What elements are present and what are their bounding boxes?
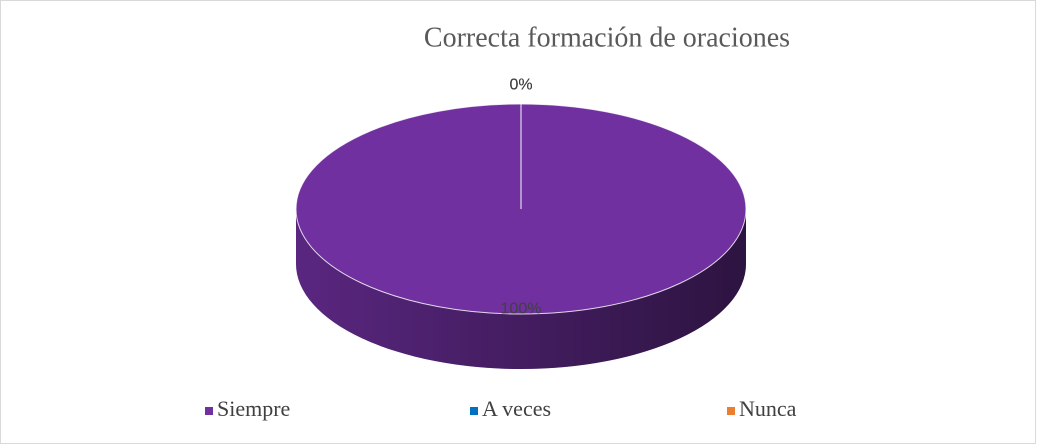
- legend-label: Nunca: [739, 396, 797, 421]
- data-label: 0%: [509, 76, 532, 93]
- slice-side-shade: [296, 209, 746, 369]
- chart-title: Correcta formación de oraciones: [424, 22, 790, 53]
- legend-swatch: [727, 407, 735, 415]
- legend-label: A veces: [482, 396, 551, 421]
- legend-swatch: [470, 407, 478, 415]
- data-label: 0%: [509, 76, 532, 93]
- legend-label: Siempre: [217, 396, 290, 421]
- data-label: 100%: [501, 301, 542, 318]
- legend-swatch: [205, 407, 213, 415]
